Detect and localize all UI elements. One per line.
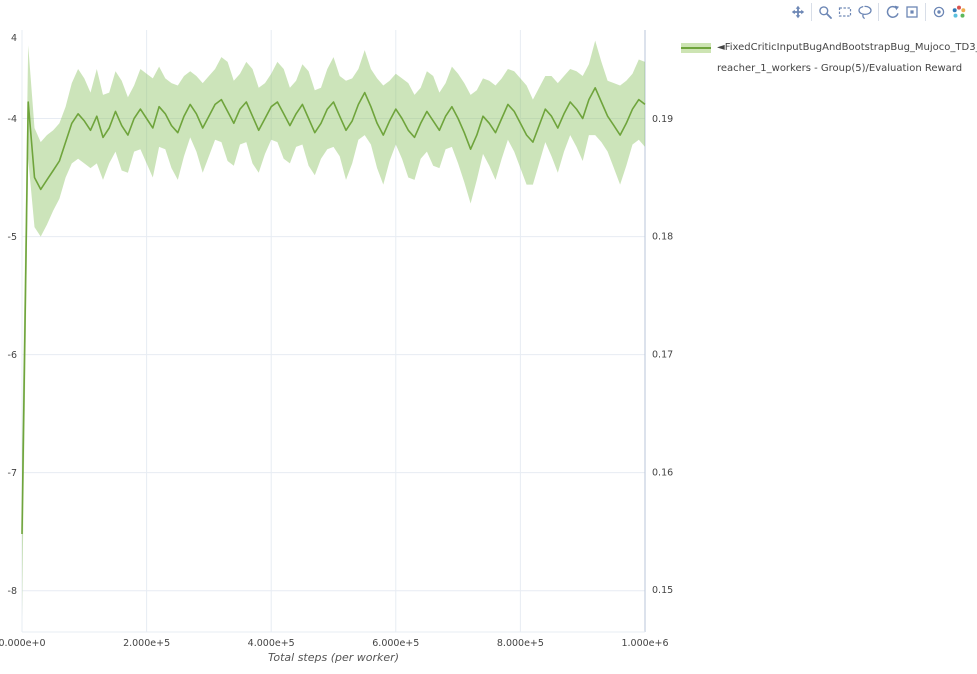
legend-label: ◄FixedCriticInputBugAndBootstrapBug_Mujo… bbox=[717, 37, 977, 79]
x-axis-title: Total steps (per worker) bbox=[268, 651, 399, 664]
autoscale-icon[interactable] bbox=[882, 3, 902, 21]
y-left-cropped-tick-label: 4 bbox=[11, 33, 17, 44]
y-left-tick-label: -5 bbox=[8, 232, 17, 243]
legend-swatch bbox=[681, 43, 711, 53]
pan-icon[interactable] bbox=[788, 3, 808, 21]
lasso-icon-glyph bbox=[858, 5, 872, 19]
x-tick-label: 0.000e+0 bbox=[0, 638, 46, 649]
legend-label-line1: ◄FixedCriticInputBugAndBootstrapBug_Mujo… bbox=[717, 42, 977, 53]
zoom-icon-glyph bbox=[819, 6, 832, 19]
modebar bbox=[785, 3, 972, 21]
plot-area[interactable] bbox=[22, 30, 645, 632]
box-select-icon[interactable] bbox=[835, 3, 855, 21]
zoom-icon[interactable] bbox=[815, 3, 835, 21]
x-tick-label: 4.000e+5 bbox=[248, 638, 295, 649]
reset-axes-icon[interactable] bbox=[902, 3, 922, 21]
y-right-tick-label: 0.17 bbox=[652, 350, 673, 361]
plotly-logo-icon[interactable] bbox=[949, 3, 969, 21]
modebar-group bbox=[811, 3, 878, 21]
y-left-tick-label: -8 bbox=[8, 586, 17, 597]
legend-label-line2: reacher_1_workers - Group(5)/Evaluation … bbox=[717, 63, 963, 74]
autoscale-icon-glyph bbox=[886, 5, 899, 18]
modebar-group bbox=[878, 3, 925, 21]
plotly-logo-icon-glyph bbox=[952, 5, 966, 18]
box-select-icon-glyph bbox=[838, 7, 852, 17]
y-left-tick-label: -4 bbox=[8, 114, 17, 125]
x-tick-label: 8.000e+5 bbox=[497, 638, 544, 649]
mean-line bbox=[21, 87, 646, 535]
y-right-tick-label: 0.18 bbox=[652, 232, 673, 243]
modebar-group bbox=[925, 3, 972, 21]
pan-icon-glyph bbox=[791, 5, 805, 19]
confidence-band bbox=[22, 40, 645, 617]
y-left-tick-label: -6 bbox=[8, 350, 17, 361]
legend-item[interactable]: ◄FixedCriticInputBugAndBootstrapBug_Mujo… bbox=[681, 37, 977, 79]
hover-closest-icon[interactable] bbox=[929, 3, 949, 21]
y-right-tick-label: 0.19 bbox=[652, 114, 673, 125]
reset-axes-icon-glyph bbox=[906, 6, 918, 18]
x-tick-label: 2.000e+5 bbox=[123, 638, 170, 649]
y-left-tick-label: -7 bbox=[8, 468, 17, 479]
y-right-tick-label: 0.16 bbox=[652, 467, 673, 478]
lasso-icon[interactable] bbox=[855, 3, 875, 21]
modebar-group bbox=[785, 3, 811, 21]
y-right-tick-label: 0.15 bbox=[652, 585, 673, 596]
x-tick-label: 6.000e+5 bbox=[372, 638, 419, 649]
hover-closest-icon-glyph bbox=[933, 6, 945, 18]
x-tick-label: 1.000e+6 bbox=[621, 638, 668, 649]
